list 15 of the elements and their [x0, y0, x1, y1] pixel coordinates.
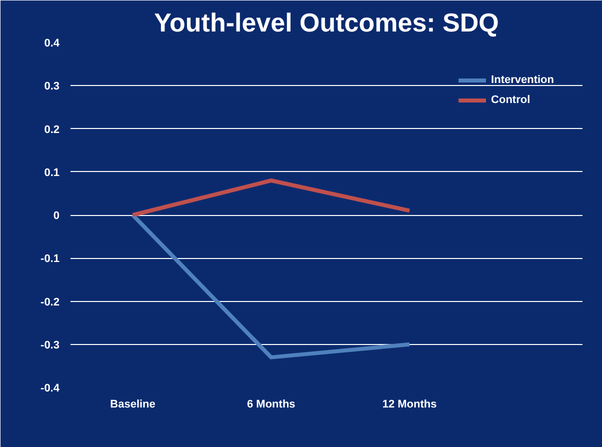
y-tick-label: -0.1 [40, 253, 60, 266]
y-tick-label: 0.4 [44, 38, 60, 50]
x-tick-label: 12 Months [382, 398, 437, 410]
legend-label: Intervention [491, 74, 554, 86]
chart-title: Youth-level Outcomes: SDQ [154, 8, 499, 38]
y-tick-label: -0.4 [40, 382, 60, 394]
legend-label: Control [491, 94, 530, 106]
y-tick-label: -0.3 [40, 339, 60, 352]
x-tick-label: 6 Months [247, 398, 296, 410]
y-tick-label: 0.1 [44, 166, 60, 179]
y-tick-label: 0 [53, 210, 60, 222]
y-tick-label: -0.2 [40, 296, 60, 308]
y-tick-label: 0.3 [44, 80, 60, 93]
y-tick-label: 0.2 [44, 124, 60, 136]
x-tick-label: Baseline [110, 398, 156, 410]
